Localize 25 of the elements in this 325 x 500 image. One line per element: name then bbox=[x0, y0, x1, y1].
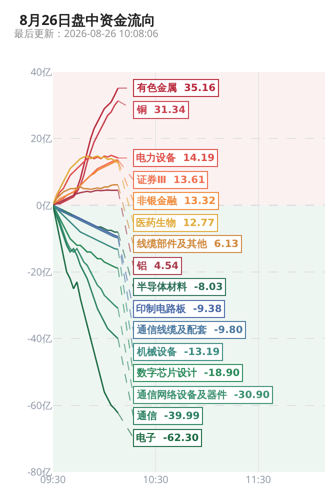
text: 医药生物 12.77 bbox=[136, 218, 215, 229]
y-tick-label: 0亿 bbox=[36, 198, 52, 212]
y-tick-label: 40亿 bbox=[30, 64, 52, 78]
x-tick-label: 11:30 bbox=[246, 472, 272, 486]
text: 数字芯片设计 -18.90 bbox=[137, 368, 240, 379]
y-tick-label: -80亿 bbox=[27, 464, 52, 478]
text: 通信线缆及配套 -9.80 bbox=[137, 325, 243, 336]
text: 半导体材料 -8.03 bbox=[137, 282, 223, 293]
text: 通信 -39.99 bbox=[137, 411, 200, 422]
y-tick-label: 20亿 bbox=[30, 131, 52, 146]
text: 非银金融 13.32 bbox=[137, 196, 216, 207]
x-tick-label: 10:30 bbox=[142, 472, 169, 486]
y-tick-label: -40亿 bbox=[27, 331, 52, 346]
text: 机械设备 -13.19 bbox=[137, 347, 220, 358]
text: 铝 4.54 bbox=[137, 261, 179, 272]
text: 铜 31.34 bbox=[137, 105, 186, 116]
text: 证券Ⅲ 13.61 bbox=[137, 175, 206, 186]
text: 电子 -62.30 bbox=[136, 433, 199, 444]
text: 印制电路板 -9.38 bbox=[136, 304, 222, 315]
text: 有色金属 35.16 bbox=[137, 83, 216, 94]
y-tick-label: -20亿 bbox=[27, 264, 52, 278]
text: 电力设备 14.19 bbox=[136, 153, 215, 164]
y-tick-label: -60亿 bbox=[27, 398, 52, 412]
text: 线缆部件及其他 6.13 bbox=[137, 239, 239, 250]
text: 通信网络设备及器件 -30.90 bbox=[137, 390, 270, 401]
